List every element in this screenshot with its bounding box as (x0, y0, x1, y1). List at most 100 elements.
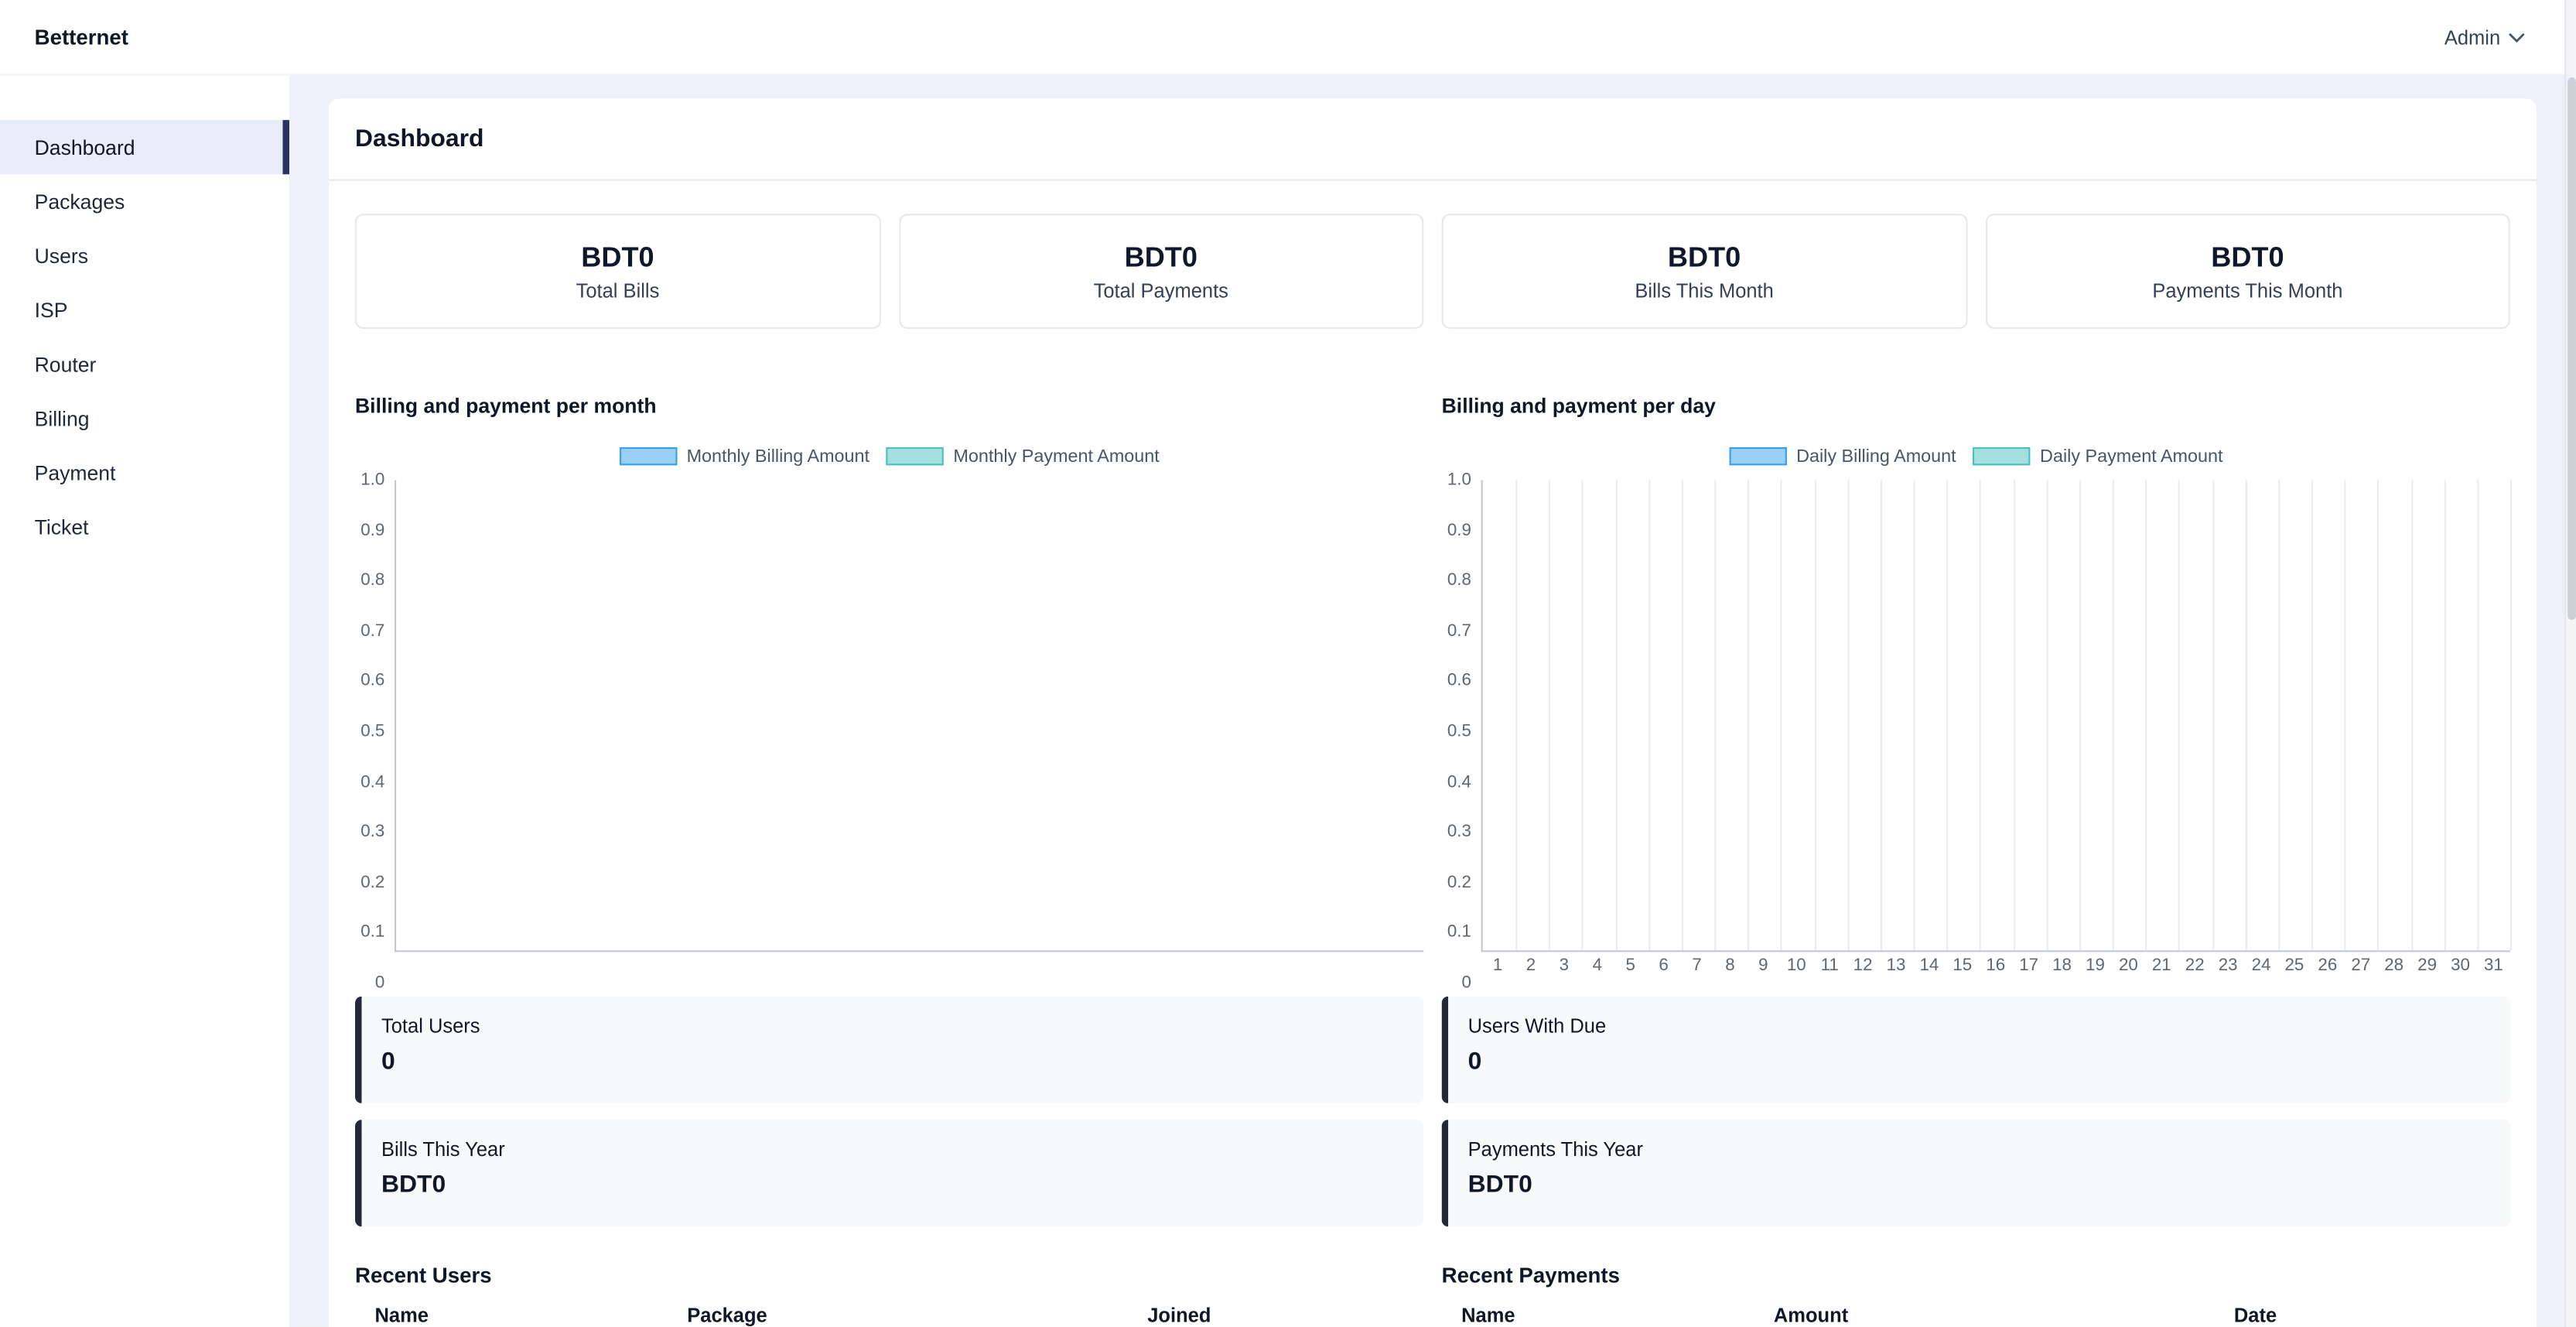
gridline (1615, 480, 1618, 951)
gridline (1681, 480, 1683, 951)
y-axis-tick: 0.2 (360, 872, 385, 892)
chart-area: 1.0 0.9 0.8 0.7 0.6 0.5 0.4 0.3 0.2 0.1 0 (355, 471, 1424, 991)
gridline (2212, 480, 2214, 951)
gridline (2245, 480, 2247, 951)
y-axis-tick: 0.4 (1447, 771, 1471, 792)
gridline (1582, 480, 1584, 951)
sidebar-item-payment[interactable]: Payment (34, 461, 116, 484)
gridline (2079, 480, 2082, 951)
gridline (1913, 480, 1915, 951)
sidebar-item-isp[interactable]: ISP (34, 298, 68, 322)
sidebar-item-packages[interactable]: Packages (34, 190, 125, 214)
plot-area (1481, 480, 2512, 952)
sidebar-item-ticket[interactable]: Ticket (34, 515, 89, 539)
plot-area (395, 480, 1424, 952)
y-axis-tick: 0.3 (1447, 822, 1471, 842)
x-axis-label: 15 (1952, 955, 1973, 976)
legend-label: Monthly Payment Amount (953, 446, 1160, 467)
chart-legend: Daily Billing Amount Daily Payment Amount (1442, 446, 2510, 467)
stat-value: BDT0 (581, 241, 654, 272)
summary-label: Bills This Year (381, 1137, 505, 1161)
card-header: Dashboard (329, 99, 2537, 181)
legend-item-daily-billing-amount[interactable]: Daily Billing Amount (1728, 446, 1956, 466)
summary-label: Payments This Year (1467, 1137, 1643, 1161)
y-axis-tick: 0.9 (1447, 520, 1471, 540)
x-axis: 1 2 3 4 5 6 7 8 9 10 11 12 13 14 15 16 17 18 19 20 21 22 23 24 2… (1481, 957, 2510, 983)
stat-value: BDT0 (2211, 241, 2284, 272)
stat-card: BDT0 Total Bills (355, 214, 880, 329)
x-axis-label: 12 (1853, 955, 1873, 976)
legend-item-monthly-payment-amount[interactable]: Monthly Payment Amount (886, 446, 1160, 467)
y-axis-tick: 0 (1461, 973, 1471, 993)
chart-title: Billing and payment per day (1441, 395, 1716, 418)
legend-swatch (886, 447, 944, 466)
summary-value: BDT0 (1467, 1171, 1532, 1199)
summary-value: 0 (1467, 1047, 1482, 1076)
gridline (2344, 480, 2346, 951)
summary-card-total-users: Total Users 0 (355, 996, 1424, 1103)
x-axis (395, 957, 1423, 983)
legend-swatch (619, 447, 677, 466)
gridline (1880, 480, 1882, 951)
gridline (1781, 480, 1783, 951)
recent-payments-table-header: Name Amount Date (1442, 1304, 2510, 1327)
gridline (1648, 480, 1651, 951)
x-axis-label: 16 (1986, 955, 2006, 976)
summary-value: BDT0 (381, 1171, 446, 1199)
sidebar-item-dashboard[interactable]: Dashboard (0, 120, 289, 175)
gridline (1748, 480, 1750, 951)
x-axis-label: 8 (1725, 955, 1735, 976)
gridline (2444, 480, 2446, 951)
stat-card: BDT0 Total Payments (898, 214, 1424, 329)
y-axis-tick: 0.5 (1447, 721, 1471, 741)
sidebar-item-users[interactable]: Users (34, 244, 89, 268)
y-axis-tick: 0 (374, 973, 385, 993)
user-menu-label: Admin (2444, 25, 2501, 49)
gridline (2410, 480, 2413, 951)
x-axis-label: 9 (1758, 955, 1768, 976)
sidebar-item-router[interactable]: Router (34, 352, 97, 376)
x-axis-label: 7 (1692, 955, 1702, 976)
column-header: Date (2233, 1304, 2277, 1327)
gridline (2112, 480, 2114, 951)
gridline (1980, 480, 1982, 951)
legend-item-monthly-billing-amount[interactable]: Monthly Billing Amount (619, 446, 870, 467)
x-axis-label: 17 (2019, 955, 2039, 976)
gridline (2178, 480, 2181, 951)
scrollbar-thumb[interactable] (2567, 77, 2576, 621)
legend-label: Monthly Billing Amount (686, 446, 870, 467)
brand-logo[interactable]: Betternet (34, 24, 128, 50)
summary-label: Users With Due (1467, 1014, 1607, 1038)
summary-label: Total Users (381, 1014, 480, 1038)
gridline (2477, 480, 2479, 951)
y-axis-tick: 0.7 (360, 621, 385, 641)
column-header: Joined (1147, 1304, 1211, 1327)
x-axis-label: 18 (2052, 955, 2072, 976)
main-content: Dashboard BDT0 Total Bills BDT0 Total Payme… (289, 75, 2576, 1327)
sidebar-nav: Dashboard Packages Users ISP Router Billing Pa… (0, 75, 289, 1327)
y-axis-tick: 0.6 (360, 671, 385, 691)
sidebar-item-billing[interactable]: Billing (34, 406, 90, 430)
x-axis-label: 6 (1659, 955, 1669, 976)
top-header: Betternet Admin (0, 0, 2576, 76)
y-axis: 1.0 0.9 0.8 0.7 0.6 0.5 0.4 0.3 0.2 0.1 0 (355, 471, 395, 991)
scrollbar[interactable] (2564, 0, 2576, 1327)
stat-label: Payments This Month (2152, 279, 2343, 302)
y-axis-tick: 0.1 (1447, 922, 1471, 942)
stat-card: BDT0 Bills This Month (1441, 214, 1967, 329)
x-axis-label: 10 (1786, 955, 1806, 976)
user-menu[interactable]: Admin (2444, 26, 2525, 49)
recent-payments-title: Recent Payments (1441, 1263, 1620, 1288)
x-axis-label: 14 (1919, 955, 1939, 976)
y-axis-tick: 0.2 (1447, 872, 1471, 892)
x-axis-label: 20 (2118, 955, 2138, 976)
stat-cards-row: BDT0 Total Bills BDT0 Total Payments BDT0 Bil… (355, 214, 2510, 329)
legend-item-daily-payment-amount[interactable]: Daily Payment Amount (1972, 446, 2223, 466)
stat-value: BDT0 (1124, 241, 1197, 272)
summary-card-users-with-due: Users With Due 0 (1441, 996, 2510, 1103)
gridline (2013, 480, 2015, 951)
gridline (2377, 480, 2380, 951)
recent-users-title: Recent Users (355, 1263, 492, 1288)
